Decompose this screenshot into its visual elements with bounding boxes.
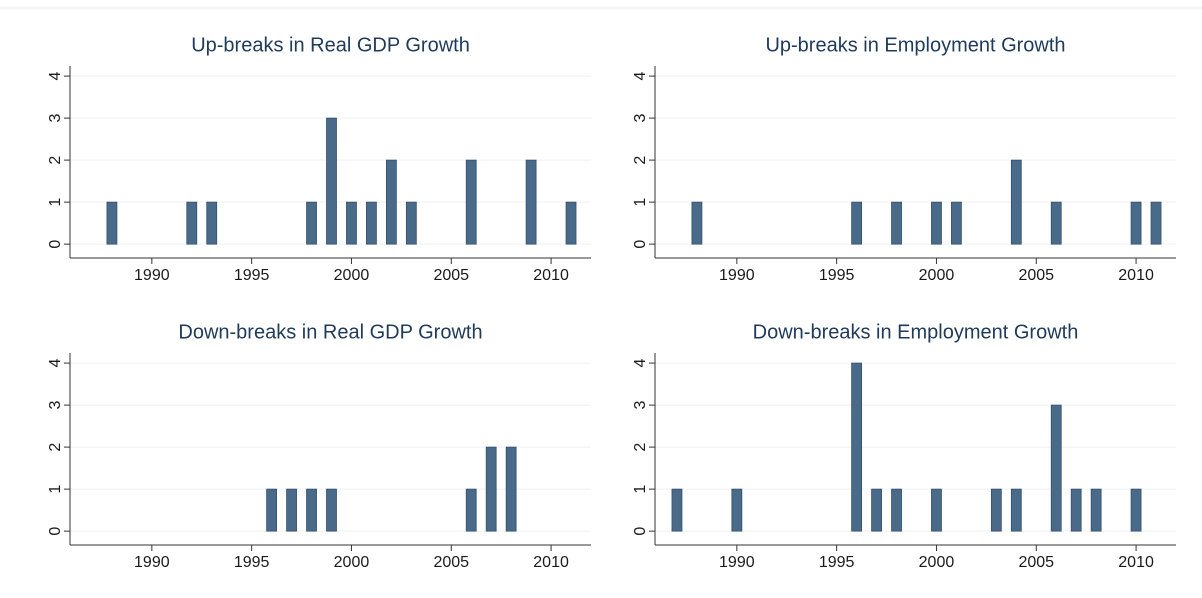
y-tick-label: 1 xyxy=(632,198,649,207)
x-tick-label: 2000 xyxy=(334,267,370,284)
bar xyxy=(871,488,882,532)
bar xyxy=(106,201,118,245)
bar xyxy=(1070,488,1082,532)
bar xyxy=(266,488,278,532)
bar xyxy=(465,488,477,532)
y-tick-label: 1 xyxy=(47,198,64,207)
x-tick-label: 1995 xyxy=(819,267,855,284)
x-tick-label: 2010 xyxy=(533,554,569,571)
y-tick-label: 1 xyxy=(47,485,64,494)
bar xyxy=(931,201,942,245)
y-tick-label: 3 xyxy=(47,114,64,123)
x-tick-label: 1990 xyxy=(719,554,755,571)
bar xyxy=(671,488,683,532)
x-tick-label: 2010 xyxy=(1118,554,1154,571)
bar xyxy=(565,201,577,245)
y-tick-label: 4 xyxy=(47,72,64,81)
bar xyxy=(465,159,477,245)
bar xyxy=(931,488,942,532)
bar xyxy=(891,201,902,245)
x-tick-label: 2000 xyxy=(919,554,955,571)
bar xyxy=(186,201,198,245)
bar xyxy=(366,201,377,245)
x-tick-label: 2005 xyxy=(1018,267,1054,284)
bar xyxy=(1150,201,1162,245)
y-tick-label: 3 xyxy=(632,401,649,410)
x-tick-label: 1990 xyxy=(134,267,170,284)
y-tick-label: 4 xyxy=(632,359,649,368)
x-tick-label: 2010 xyxy=(533,267,569,284)
x-tick-label: 2010 xyxy=(1118,267,1154,284)
bar xyxy=(505,446,517,532)
x-tick-label: 1990 xyxy=(719,267,755,284)
chart-title: Up-breaks in Real GDP Growth xyxy=(191,34,470,56)
y-tick-label: 0 xyxy=(47,527,64,536)
bar xyxy=(206,201,218,245)
x-tick-label: 1995 xyxy=(819,554,855,571)
bar xyxy=(1010,159,1022,245)
bar xyxy=(951,201,962,245)
y-tick-label: 2 xyxy=(632,156,649,165)
bar xyxy=(306,488,317,532)
bar xyxy=(1050,404,1062,532)
bar xyxy=(1090,488,1102,532)
y-tick-label: 4 xyxy=(47,359,64,368)
x-tick-label: 1990 xyxy=(134,554,170,571)
bar xyxy=(326,488,337,532)
bar xyxy=(1050,201,1062,245)
x-tick-label: 1995 xyxy=(234,554,270,571)
chart-title: Down-breaks in Employment Growth xyxy=(753,321,1079,343)
y-tick-label: 3 xyxy=(47,401,64,410)
bar xyxy=(326,117,337,245)
bar xyxy=(306,201,317,245)
y-tick-label: 2 xyxy=(47,443,64,452)
chart-title: Down-breaks in Real GDP Growth xyxy=(178,321,482,343)
x-tick-label: 2005 xyxy=(1018,554,1054,571)
y-tick-label: 0 xyxy=(632,527,649,536)
bar xyxy=(405,201,417,245)
x-tick-label: 2005 xyxy=(433,554,469,571)
bar xyxy=(1010,488,1022,532)
y-tick-label: 2 xyxy=(47,156,64,165)
x-tick-label: 1995 xyxy=(234,267,270,284)
x-tick-label: 2005 xyxy=(433,267,469,284)
bar xyxy=(1130,488,1142,532)
bar xyxy=(851,201,863,245)
bar xyxy=(385,159,397,245)
bar xyxy=(851,362,863,532)
x-tick-label: 2000 xyxy=(919,267,955,284)
bar xyxy=(731,488,743,532)
bar xyxy=(1130,201,1142,245)
y-tick-label: 2 xyxy=(632,443,649,452)
bar xyxy=(286,488,297,532)
bar xyxy=(346,201,357,245)
y-tick-label: 3 xyxy=(632,114,649,123)
bar xyxy=(691,201,703,245)
y-tick-label: 0 xyxy=(632,240,649,249)
chart-title: Up-breaks in Employment Growth xyxy=(765,34,1065,56)
bar xyxy=(485,446,497,532)
bar xyxy=(525,159,537,245)
y-tick-label: 4 xyxy=(632,72,649,81)
x-tick-label: 2000 xyxy=(334,554,370,571)
bar xyxy=(990,488,1002,532)
y-tick-label: 0 xyxy=(47,240,64,249)
bar xyxy=(891,488,902,532)
y-tick-label: 1 xyxy=(632,485,649,494)
